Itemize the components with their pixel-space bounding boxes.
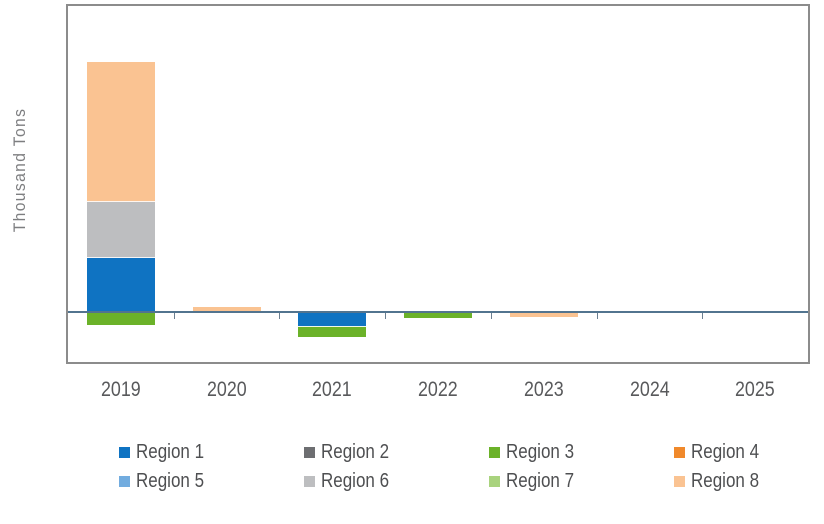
legend-swatch-icon [674,476,685,487]
legend-swatch-icon [119,476,130,487]
axis-tick [173,313,175,320]
bar-segment-region-3-2022 [404,313,472,319]
legend-label: Region 8 [691,469,760,492]
legend-label: Region 4 [691,440,760,463]
bar-segment-region-3-2019 [86,313,155,326]
legend-label: Region 6 [321,469,390,492]
axis-tick [702,313,704,320]
legend-item-region-2: Region 2 [304,441,489,463]
x-axis-label-2021: 2021 [312,378,353,401]
legend-swatch-icon [674,447,685,458]
bar-segment-region-3-2021 [298,326,367,338]
legend-swatch-icon [304,476,315,487]
y-axis-title: Thousand Tons [10,107,29,233]
legend-swatch-icon [304,447,315,458]
legend-item-region-8: Region 8 [674,470,824,492]
axis-tick [596,313,598,320]
x-axis-label-2022: 2022 [418,378,458,401]
legend-item-region-1: Region 1 [119,441,304,463]
x-axis-label-2025: 2025 [735,378,775,401]
legend-item-region-5: Region 5 [119,470,304,492]
plot-frame [66,4,810,364]
bar-segment-region-8-2019 [86,61,155,202]
legend-swatch-icon [489,447,500,458]
chart-legend: Region 1 Region 2 Region 3 Region 4 Region 5… [119,441,824,492]
zero-axis-line [68,311,808,314]
axis-tick [279,313,281,320]
legend-item-region-3: Region 3 [489,441,674,463]
legend-label: Region 5 [136,469,205,492]
legend-swatch-icon [119,447,130,458]
plot-area [68,6,808,362]
bar-segment-region-6-2019 [86,201,155,258]
legend-label: Region 2 [321,440,390,463]
x-axis-labels: 2019 2020 2021 2022 2023 2024 2025 [68,378,808,404]
legend-item-region-6: Region 6 [304,470,489,492]
legend-label: Region 3 [506,440,575,463]
axis-tick [385,313,387,320]
bar-segment-region-8-2023 [509,313,578,318]
bar-segment-region-1-2019 [86,257,155,313]
x-axis-label-2024: 2024 [629,378,670,401]
x-axis-label-2019: 2019 [100,378,141,401]
legend-label: Region 7 [506,469,575,492]
x-axis-label-2020: 2020 [206,378,247,401]
legend-item-region-7: Region 7 [489,470,674,492]
legend-swatch-icon [489,476,500,487]
legend-label: Region 1 [136,440,205,463]
legend-item-region-4: Region 4 [674,441,824,463]
bar-segment-region-8-2020 [192,307,261,313]
bar-segment-region-1-2021 [298,313,367,327]
x-axis-label-2023: 2023 [523,378,564,401]
axis-tick [490,313,492,320]
